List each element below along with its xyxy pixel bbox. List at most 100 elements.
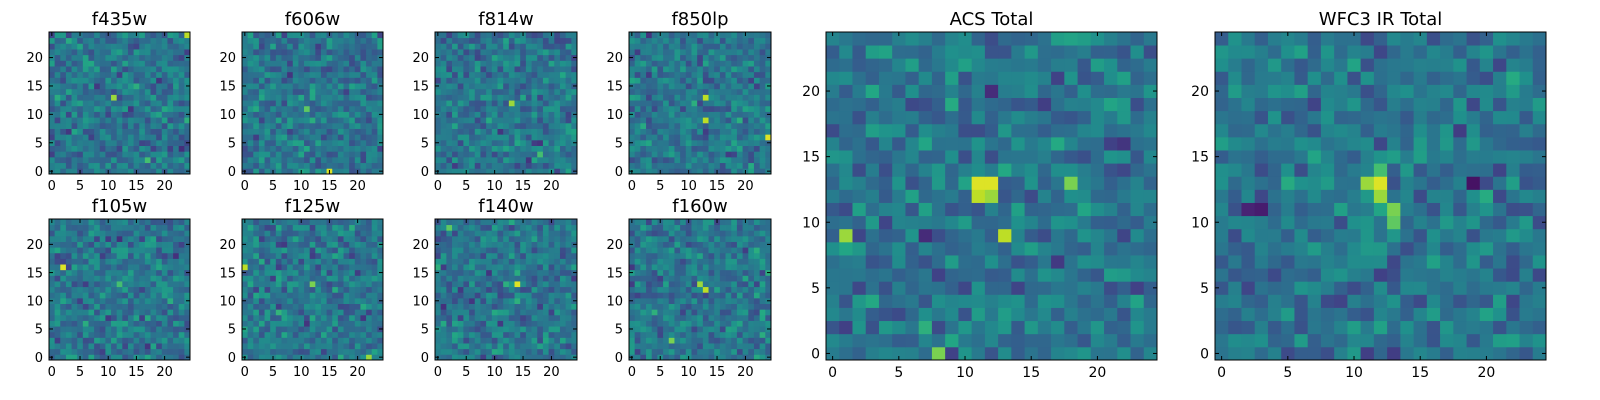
heatmap-cell: [99, 320, 106, 327]
heatmap-cell: [469, 326, 476, 333]
heatmap-cell: [446, 309, 453, 316]
heatmap-cell: [491, 134, 498, 141]
heatmap-cell: [343, 281, 350, 288]
heatmap-cell: [520, 139, 527, 146]
heatmap-cell: [281, 66, 288, 73]
heatmap-cell: [150, 314, 157, 321]
heatmap-cell: [49, 117, 56, 124]
heatmap-cell: [366, 37, 373, 44]
heatmap-cell: [753, 354, 761, 361]
heatmap-cell: [640, 320, 647, 327]
heatmap-cell: [435, 105, 442, 112]
heatmap-cell: [742, 326, 749, 333]
heatmap-cell: [474, 252, 481, 259]
heatmap-cell: [139, 326, 146, 333]
heatmap-cell: [275, 151, 282, 158]
heatmap-cell: [452, 303, 459, 310]
heatmap-cell: [133, 117, 140, 124]
heatmap-cell: [486, 100, 493, 107]
heatmap-cell: [651, 37, 658, 44]
heatmap-cell: [531, 94, 538, 101]
heatmap-cell: [463, 348, 470, 355]
heatmap-cell: [309, 252, 316, 259]
heatmap-cell: [94, 314, 101, 321]
heatmap-cell: [309, 117, 316, 124]
heatmap-cell: [270, 331, 277, 338]
heatmap-cell: [719, 151, 726, 158]
heatmap-cell: [719, 77, 726, 84]
heatmap-cell: [753, 331, 761, 338]
heatmap-cell: [82, 54, 89, 61]
heatmap-cell: [525, 43, 532, 50]
heatmap-cell: [173, 241, 180, 248]
heatmap-cell: [446, 32, 453, 39]
heatmap-cell: [531, 168, 538, 175]
heatmap-cell: [60, 281, 67, 288]
heatmap-cell: [326, 309, 333, 316]
heatmap-cell: [332, 235, 339, 242]
heatmap-cell: [753, 286, 761, 293]
heatmap-cell: [65, 168, 72, 175]
heatmap-cell: [537, 343, 544, 350]
heatmap-cell: [144, 297, 151, 304]
heatmap-cell: [304, 83, 311, 90]
heatmap-cell: [440, 88, 447, 95]
heatmap-cell: [446, 128, 453, 135]
heatmap-cell: [765, 145, 772, 152]
x-tick-label: 20: [543, 179, 560, 194]
heatmap-cell: [714, 43, 721, 50]
heatmap-cell: [116, 151, 123, 158]
heatmap-cell: [491, 247, 498, 254]
heatmap-cell: [725, 54, 732, 61]
heatmap-cell: [320, 286, 327, 293]
heatmap-cell: [571, 117, 578, 124]
heatmap-cell: [292, 235, 299, 242]
heatmap-cells: [242, 32, 384, 175]
heatmap-cell: [298, 162, 305, 169]
heatmap-cell: [480, 230, 487, 237]
heatmap-cell: [680, 168, 687, 175]
heatmap-cell: [537, 219, 544, 226]
heatmap-cell: [281, 337, 288, 344]
heatmap-cell: [748, 88, 755, 95]
heatmap-cell: [258, 343, 265, 350]
heatmap-cell: [304, 230, 311, 237]
heatmap-cell: [337, 32, 344, 39]
heatmap-cell: [173, 219, 180, 226]
heatmap-cell: [759, 128, 766, 135]
heatmap-cell: [514, 258, 521, 265]
heatmap-cell: [156, 219, 163, 226]
heatmap-cell: [82, 337, 89, 344]
heatmap-cell: [320, 151, 327, 158]
heatmap-cell: [247, 71, 254, 78]
heatmap-cell: [304, 145, 311, 152]
heatmap-cell: [702, 60, 709, 67]
heatmap-cell: [99, 241, 106, 248]
heatmap-cell: [663, 145, 670, 152]
heatmap-cell: [281, 100, 288, 107]
heatmap-cell: [178, 117, 185, 124]
heatmap-cell: [258, 286, 265, 293]
heatmap-cell: [480, 320, 487, 327]
heatmap-cell: [139, 258, 146, 265]
heatmap-cell: [554, 337, 561, 344]
heatmap-cell: [304, 337, 311, 344]
heatmap-cell: [242, 43, 249, 50]
heatmap-cell: [559, 297, 567, 304]
heatmap-cell: [542, 314, 549, 321]
heatmap-cell: [371, 111, 378, 118]
heatmap-cell: [116, 168, 123, 175]
heatmap-cell: [640, 269, 647, 276]
heatmap-cell: [60, 269, 67, 276]
heatmap-cell: [719, 337, 726, 344]
heatmap-cell: [298, 88, 305, 95]
heatmap-cell: [82, 326, 89, 333]
heatmap-cell: [270, 230, 277, 237]
heatmap-cell: [264, 139, 271, 146]
heatmap-cell: [287, 219, 294, 226]
heatmap-cell: [685, 275, 692, 282]
heatmap-cell: [469, 134, 476, 141]
heatmap-cell: [105, 281, 112, 288]
heatmap-cell: [258, 66, 265, 73]
heatmap-cell: [105, 286, 112, 293]
